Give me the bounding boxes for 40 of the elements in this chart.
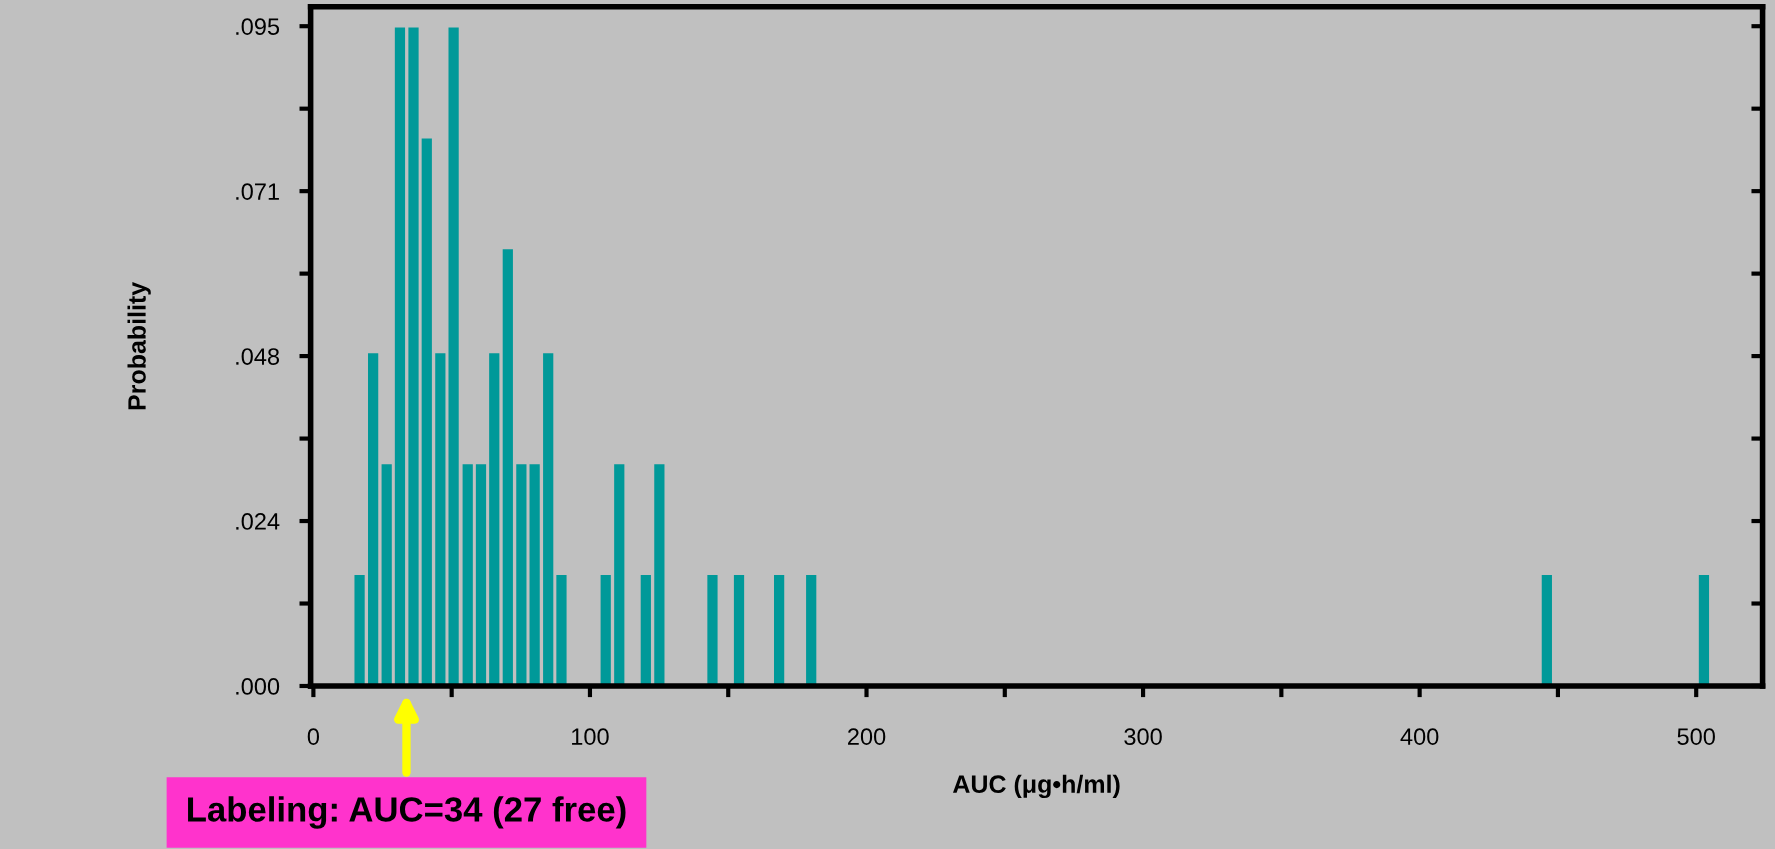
bar [543,353,554,686]
bar [806,575,817,686]
bar [600,575,611,686]
x-tick-label: 500 [1677,728,1715,745]
bar [733,575,745,686]
bar [448,27,459,686]
x-tick-label: 0 [307,728,320,745]
bar [654,464,665,686]
y-tick-label: .095 [236,18,280,35]
bar [516,464,527,686]
x-axis-title: AUC (μg•h/ml) [952,774,1120,799]
y-axis-title: Probability [127,281,151,410]
y-tick-label: .071 [236,183,279,200]
bar [774,575,785,686]
x-tick-label: 200 [848,728,886,745]
y-tick-label: .024 [236,513,280,530]
bar [614,464,625,686]
bar [1698,575,1710,686]
bar [394,27,406,686]
text: Labeling: AUC=34 (27 free) [188,796,626,829]
x-tick-label: 100 [572,728,609,745]
bar [489,353,500,686]
y-tick-label: .000 [236,678,280,695]
bar [475,464,487,686]
bar [462,464,473,686]
x-tick-label: 400 [1400,728,1439,745]
y-tick-label: .048 [236,348,280,365]
bar [529,464,540,686]
bar [1541,575,1552,686]
bar [435,353,446,686]
bar [381,464,392,686]
bar [368,353,379,686]
bar [707,575,718,686]
bar [556,575,567,686]
bar [421,138,432,686]
x-tick-label: 300 [1124,728,1162,745]
bar [502,249,513,686]
bar [354,575,365,686]
bar [408,27,419,686]
bar [640,575,651,686]
